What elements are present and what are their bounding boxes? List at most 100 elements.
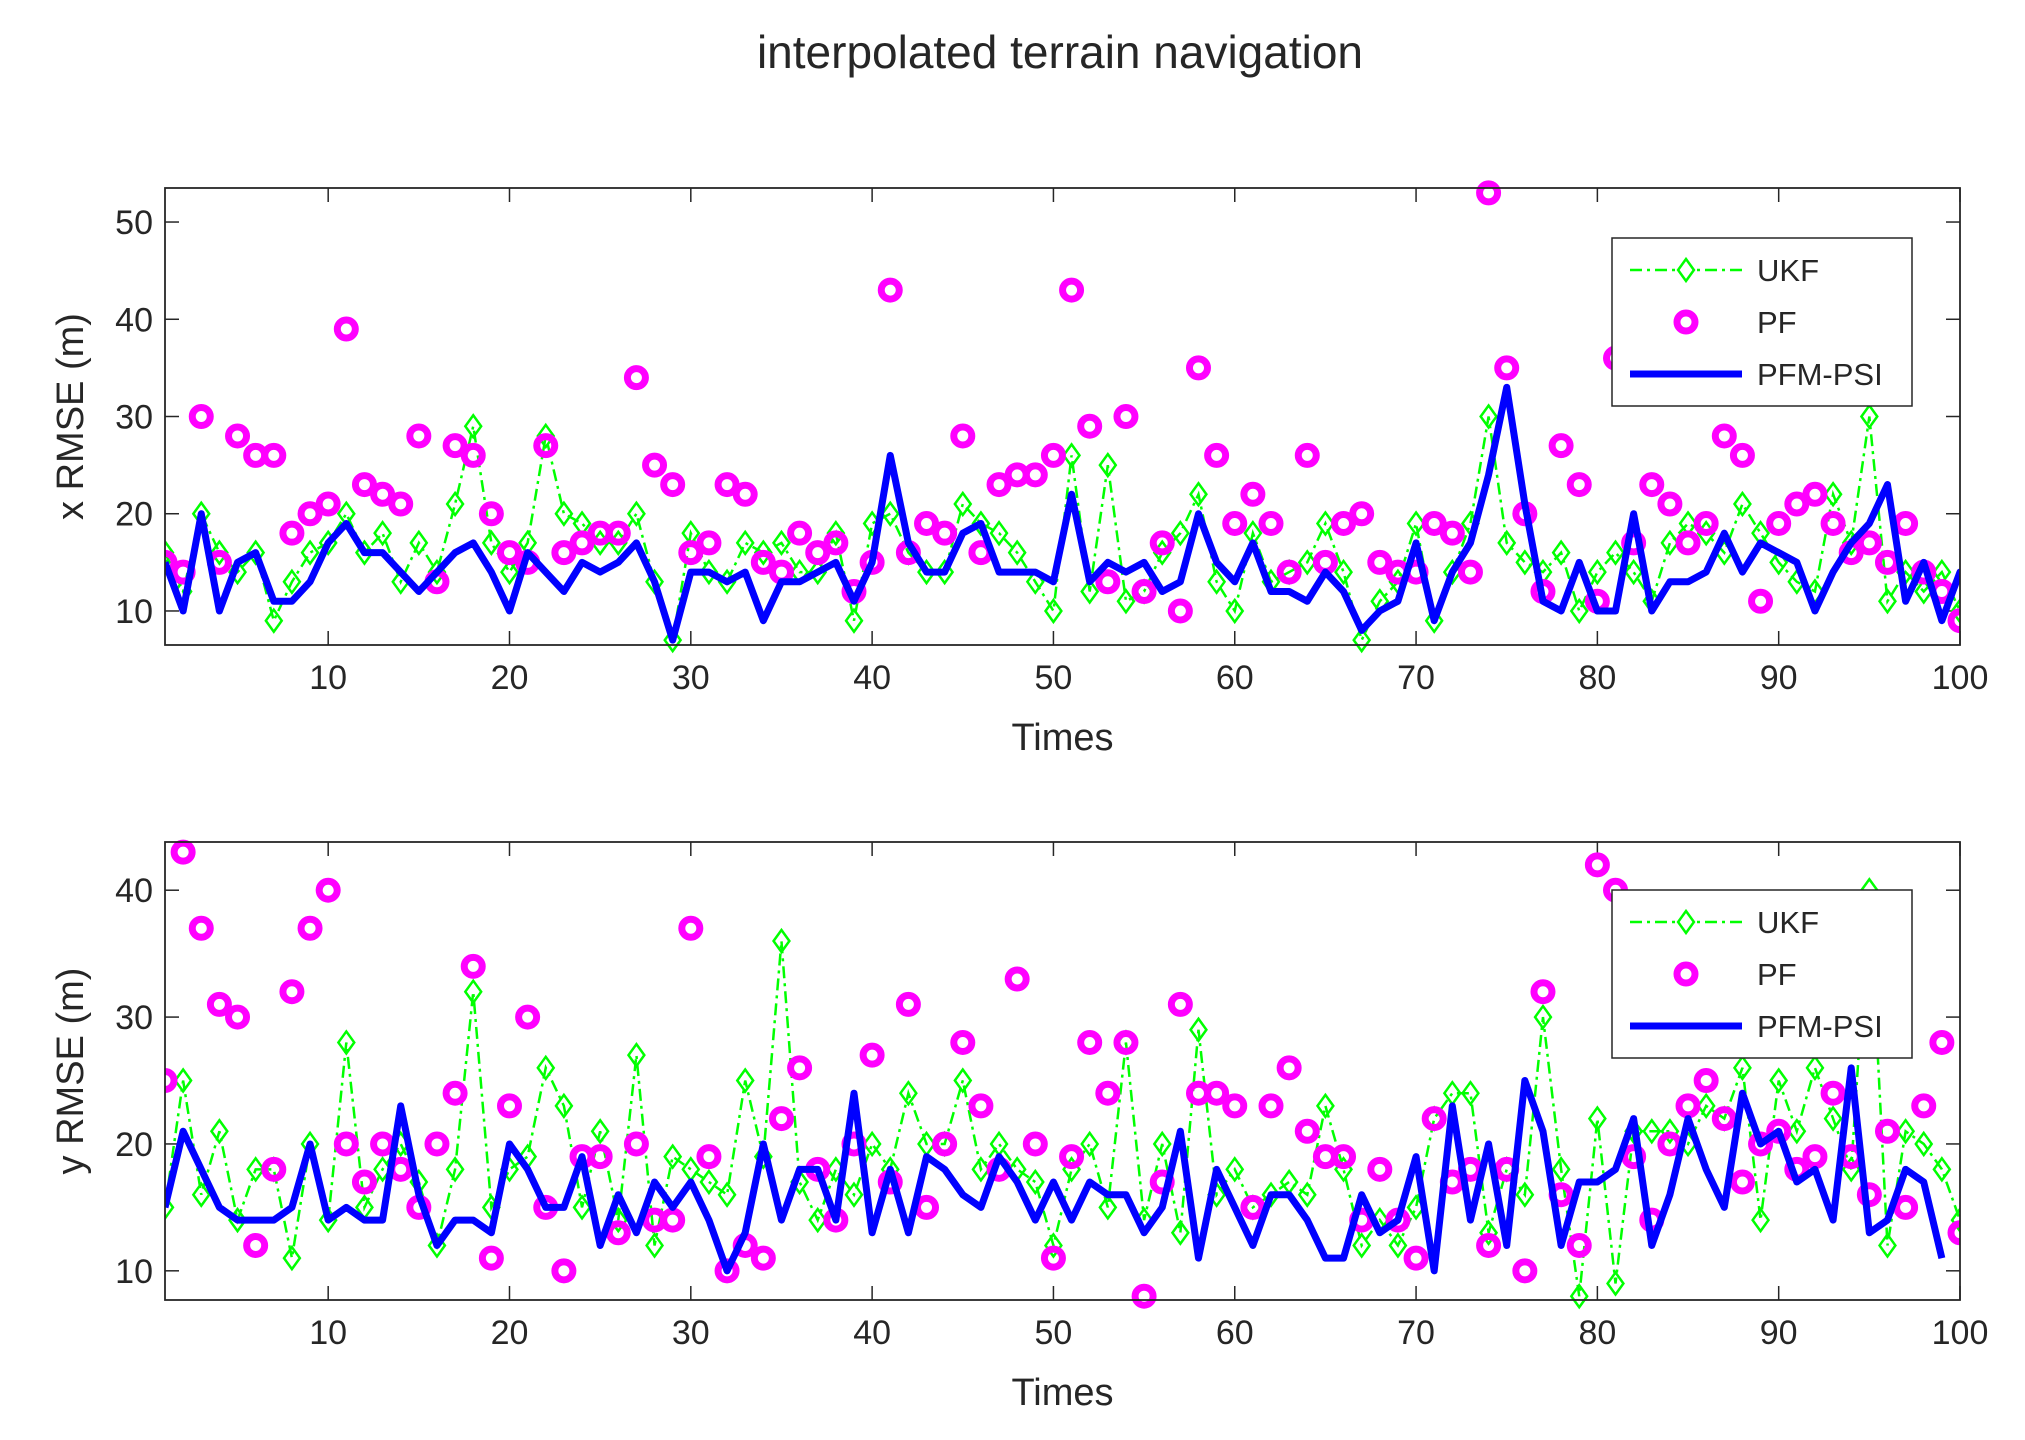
ukf-point xyxy=(1823,1105,1843,1132)
pf-point xyxy=(1621,1144,1647,1170)
ukf-series-line xyxy=(165,416,1960,644)
pf-point xyxy=(496,1093,522,1119)
ukf-point xyxy=(971,1156,991,1183)
pf-point xyxy=(297,501,323,527)
ukf-point xyxy=(1914,1130,1934,1158)
pf-point xyxy=(1675,530,1701,556)
pf-point xyxy=(1331,510,1357,536)
pf-point xyxy=(1802,481,1828,507)
pf-point xyxy=(1204,442,1230,468)
pf-point xyxy=(1439,520,1465,546)
ukf-point xyxy=(1569,1283,1589,1310)
ukf-point xyxy=(1587,1105,1607,1132)
ukf-point xyxy=(1696,1092,1716,1120)
ukf-point xyxy=(1878,1232,1897,1259)
pf-point xyxy=(823,530,849,556)
pf-point xyxy=(496,540,522,566)
pf-point xyxy=(587,1144,613,1170)
pf-point xyxy=(968,1093,994,1119)
ukf-point xyxy=(1732,490,1752,518)
pf-point xyxy=(660,472,686,498)
ukf-point xyxy=(1787,1118,1807,1145)
figure-title: interpolated terrain navigation xyxy=(757,26,1363,78)
x-tick-label: 100 xyxy=(1932,1314,1989,1352)
pf-point xyxy=(1476,1232,1502,1258)
ukf-point xyxy=(953,490,973,518)
ukf-point xyxy=(165,1194,175,1221)
ukf-point xyxy=(1932,1156,1952,1183)
pf-point xyxy=(932,1131,958,1157)
pf-point xyxy=(1167,991,1193,1017)
ukf-point xyxy=(1551,539,1571,566)
ukf-point xyxy=(1098,451,1118,479)
pf-point xyxy=(1149,530,1175,556)
ukf-point xyxy=(989,520,1009,547)
pf-point xyxy=(1494,355,1520,381)
ukf-point xyxy=(880,500,900,527)
ukf-point xyxy=(717,1181,737,1208)
ukf-point xyxy=(1207,568,1227,595)
pf-point xyxy=(1802,1144,1828,1170)
pf-point xyxy=(1167,598,1193,624)
x-tick-label: 10 xyxy=(309,659,347,697)
ukf-point xyxy=(1479,403,1499,430)
pf-point xyxy=(1548,433,1574,459)
pf-point xyxy=(1131,579,1157,605)
pf-point xyxy=(569,530,595,556)
pf-point xyxy=(261,1156,287,1182)
pf-point xyxy=(315,877,341,903)
ukf-point xyxy=(1515,1181,1535,1208)
pf-point xyxy=(442,433,468,459)
pf-point xyxy=(1331,1144,1357,1170)
pf-point xyxy=(1131,1283,1157,1309)
pf-point xyxy=(1820,510,1846,536)
pf-point xyxy=(1095,1080,1121,1106)
ukf-point xyxy=(1062,442,1082,469)
legend: UKF PF PFM-PSI xyxy=(1611,237,1913,407)
pf-point xyxy=(1077,1029,1103,1055)
ukf-point xyxy=(663,1143,683,1170)
pf-point xyxy=(1022,1131,1048,1157)
pf-point xyxy=(1059,1144,1085,1170)
ukf-point xyxy=(1823,481,1843,508)
ukf-point xyxy=(1751,1206,1771,1234)
legend-pf-label: PF xyxy=(1757,957,1797,992)
ukf-point xyxy=(1315,510,1335,537)
pf-point xyxy=(478,1245,504,1271)
pf-point xyxy=(714,472,740,498)
ukf-point xyxy=(1569,597,1589,625)
pf-point xyxy=(1874,1118,1900,1144)
pf-point xyxy=(605,520,631,546)
ukf-point xyxy=(645,1232,665,1259)
pf-point xyxy=(1911,1093,1937,1119)
ukf-point xyxy=(1533,1003,1553,1031)
y-axis-label: y RMSE (m) xyxy=(50,968,92,1175)
pf-point xyxy=(1947,608,1960,634)
pf-point xyxy=(787,520,813,546)
y-tick-label: 50 xyxy=(115,204,153,242)
x-tick-label: 70 xyxy=(1397,659,1435,697)
x-axis-label: Times xyxy=(1011,1372,1113,1414)
pf-point xyxy=(460,442,486,468)
ukf-point xyxy=(1424,607,1444,634)
ukf-point xyxy=(1225,597,1245,625)
ukf-point xyxy=(1479,1219,1499,1246)
pf-point xyxy=(515,1004,541,1030)
legend-ukf-label: UKF xyxy=(1757,253,1819,288)
pf-point xyxy=(1512,1258,1538,1284)
y-tick-label: 40 xyxy=(115,872,153,910)
ukf-point xyxy=(1950,597,1960,625)
pf-point xyxy=(1820,1080,1846,1106)
ukf-point xyxy=(699,558,719,586)
legend-ukf-label: UKF xyxy=(1757,905,1819,940)
y-tick-label: 20 xyxy=(115,496,153,534)
pf-point xyxy=(1784,491,1810,517)
pf-point xyxy=(1457,559,1483,585)
pf-point xyxy=(1693,510,1719,536)
pf-point xyxy=(424,1131,450,1157)
ukf-point xyxy=(1098,1194,1118,1221)
ukf-point xyxy=(735,529,755,557)
ukf-point xyxy=(735,1067,755,1094)
pf-point xyxy=(768,1106,794,1132)
ukf-point xyxy=(1116,588,1136,615)
